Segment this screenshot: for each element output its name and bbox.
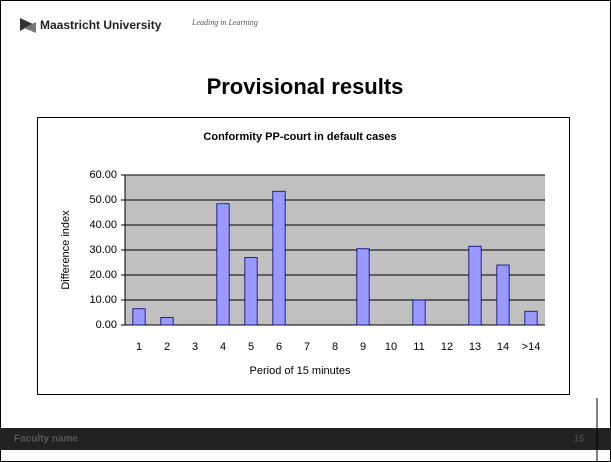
logo-icon <box>20 18 33 31</box>
x-tick-label: 6 <box>276 341 282 353</box>
x-tick-label: 14 <box>497 341 509 353</box>
y-tick-label: 40.00 <box>89 219 117 231</box>
bar <box>272 190 286 326</box>
x-tick-label: 12 <box>441 341 453 353</box>
y-tick-label: 30.00 <box>89 244 117 256</box>
x-axis-label: Period of 15 minutes <box>250 365 351 377</box>
bar <box>244 257 258 326</box>
x-tick-label: 13 <box>469 341 481 353</box>
y-axis-label: Difference index <box>60 210 72 290</box>
y-tick-label: 10.00 <box>89 294 117 306</box>
y-tick-label: 20.00 <box>89 269 117 281</box>
x-tick-label: 9 <box>360 341 366 353</box>
x-tick-label: 4 <box>220 341 226 353</box>
x-tick-label: 7 <box>304 341 310 353</box>
bar <box>132 308 146 326</box>
logo-icon-part <box>24 22 36 33</box>
x-tick-label: 3 <box>192 341 198 353</box>
x-tick-label: 2 <box>164 341 170 353</box>
x-tick-label: 8 <box>332 341 338 353</box>
y-tick-label: 0.00 <box>96 319 117 331</box>
footer-faculty: Faculty name <box>14 434 78 445</box>
bar <box>468 245 482 326</box>
x-tick-label: 11 <box>413 341 424 353</box>
bar <box>524 310 538 326</box>
university-name: Maastricht University <box>40 18 162 32</box>
slogan: Leading in Learning <box>191 18 258 27</box>
x-tick-label: 10 <box>385 341 397 353</box>
y-tick-label: 50.00 <box>89 194 117 206</box>
slide-title: Provisional results <box>207 74 404 99</box>
bar <box>356 248 370 326</box>
footer-bar <box>0 428 611 450</box>
x-tick-label: 5 <box>248 341 254 353</box>
bar <box>412 299 426 326</box>
chart-title: Conformity PP-court in default cases <box>203 131 396 143</box>
footer-page: 15 <box>574 433 584 443</box>
y-tick-label: 60.00 <box>89 169 117 181</box>
x-tick-label: >14 <box>522 341 541 353</box>
bar <box>496 264 510 326</box>
x-tick-label: 1 <box>136 341 142 353</box>
bar <box>160 317 174 326</box>
bar <box>216 203 230 326</box>
